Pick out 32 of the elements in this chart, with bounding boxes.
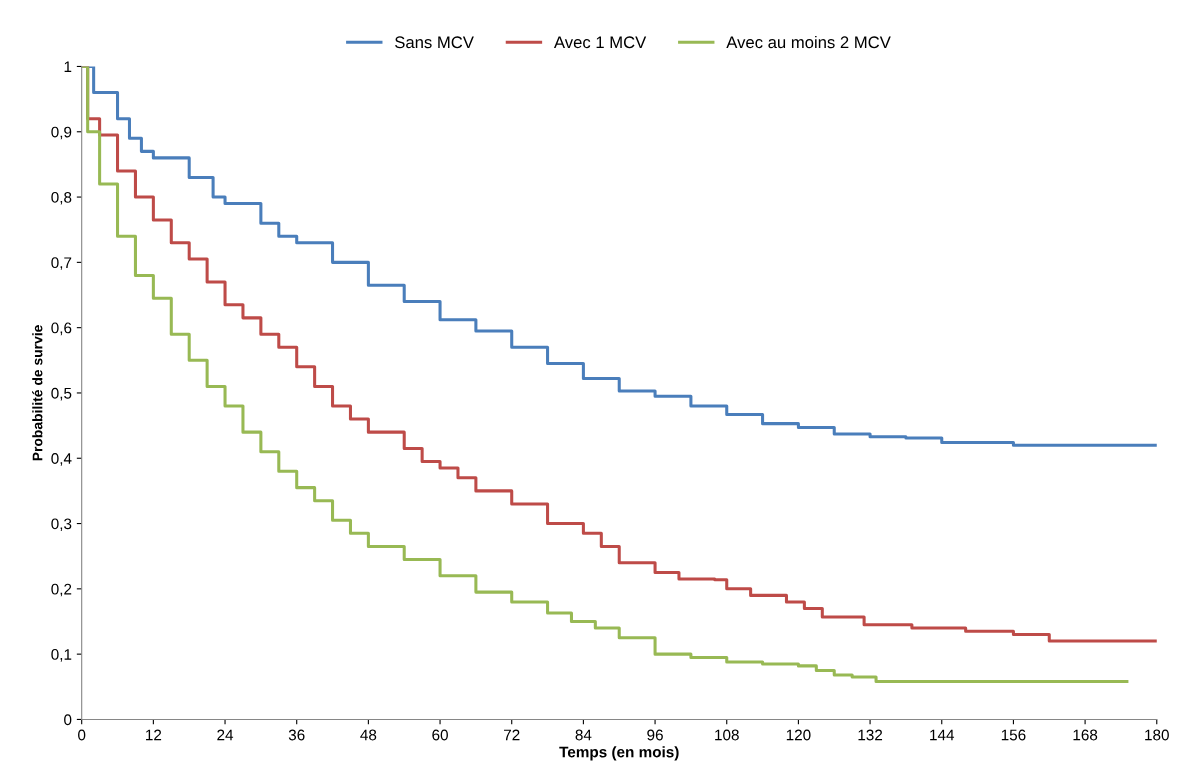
x-tick-label: 72: [504, 729, 520, 741]
y-tick-label: 0,2: [51, 583, 72, 597]
x-tick-label: 0: [78, 729, 86, 741]
x-tick-label: 180: [1145, 729, 1169, 741]
y-tick-label: 0,1: [51, 649, 72, 662]
y-tick-label: 0,3: [51, 518, 72, 532]
y-tick-label: 0,6: [51, 322, 72, 336]
x-tick-label: 60: [432, 729, 448, 741]
y-tick-label: 0,5: [51, 387, 72, 401]
legend-label: Avec au moins 2 MCV: [726, 35, 891, 49]
x-tick-label: 132: [858, 729, 883, 741]
x-tick-label: 36: [288, 729, 305, 741]
x-tick-label: 96: [647, 729, 663, 741]
y-tick-label: 1: [64, 61, 72, 73]
x-tick-label: 168: [1073, 729, 1098, 741]
x-axis-title: Temps (en mois): [559, 746, 679, 761]
y-tick-label: 0,9: [51, 126, 72, 140]
x-tick-label: 120: [786, 729, 811, 741]
x-tick-label: 48: [360, 729, 377, 741]
x-tick-label: 108: [715, 729, 739, 741]
y-tick-label: 0,4: [51, 453, 72, 466]
legend-label: Avec 1 MCV: [553, 36, 647, 49]
x-tick-label: 144: [930, 729, 955, 741]
legend-label: Sans MCV: [395, 36, 474, 49]
x-tick-label: 24: [217, 729, 234, 741]
x-tick-label: 84: [575, 729, 592, 741]
y-tick-label: 0: [64, 714, 72, 726]
x-tick-label: 156: [1001, 729, 1026, 741]
y-tick-label: 0,8: [51, 191, 72, 205]
x-tick-label: 12: [146, 729, 162, 741]
y-axis-title: Probabilité de survie: [32, 325, 43, 461]
y-tick-label: 0,7: [51, 257, 72, 270]
